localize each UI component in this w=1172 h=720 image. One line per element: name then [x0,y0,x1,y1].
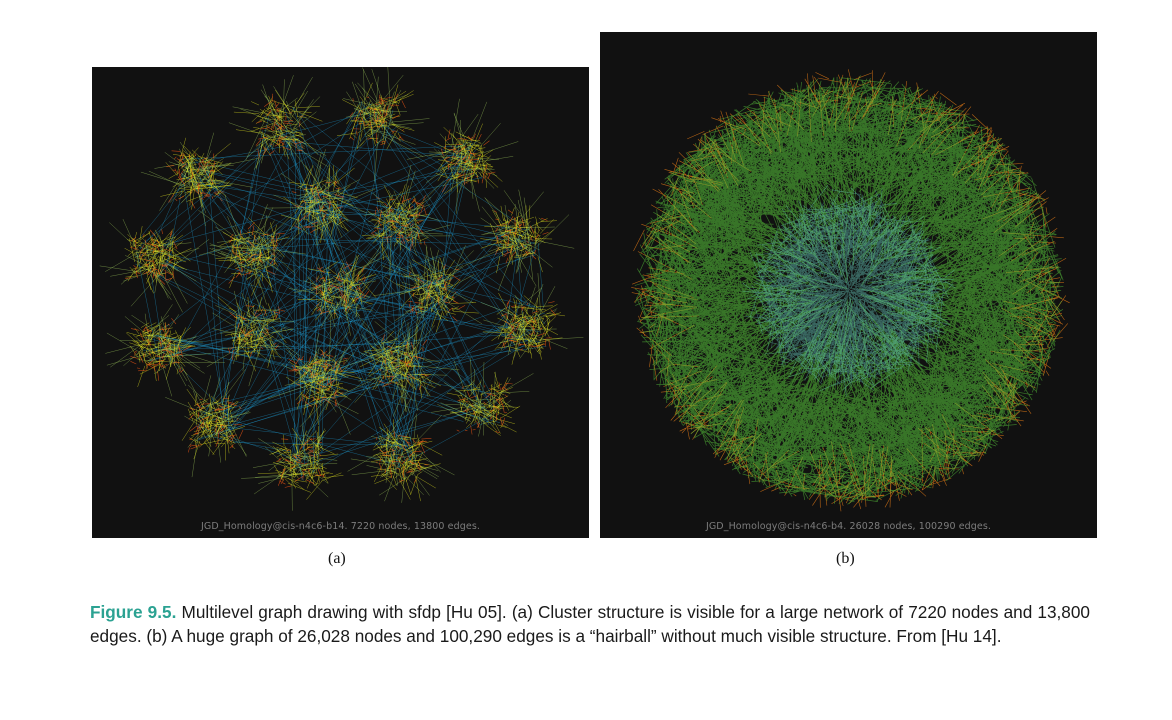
subfigure-label-a: (a) [328,550,346,567]
panel-b-caption: JGD_Homology@cis-n4c6-b4. 26028 nodes, 1… [705,521,992,532]
graph-panel-a: JGD_Homology@cis-n4c6-b14. 7220 nodes, 1… [92,67,589,538]
graph-drawing-b [631,69,1070,512]
figure-number: Figure 9.5. [90,602,177,622]
subfigure-label-b: (b) [836,550,855,567]
graph-drawing-a [99,67,584,511]
figure-caption: Figure 9.5. Multilevel graph drawing wit… [90,600,1090,648]
graph-panel-b: JGD_Homology@cis-n4c6-b4. 26028 nodes, 1… [600,32,1097,538]
figure-caption-text: Multilevel graph drawing with sfdp [Hu 0… [90,602,1090,646]
panel-a-caption: JGD_Homology@cis-n4c6-b14. 7220 nodes, 1… [201,521,480,532]
